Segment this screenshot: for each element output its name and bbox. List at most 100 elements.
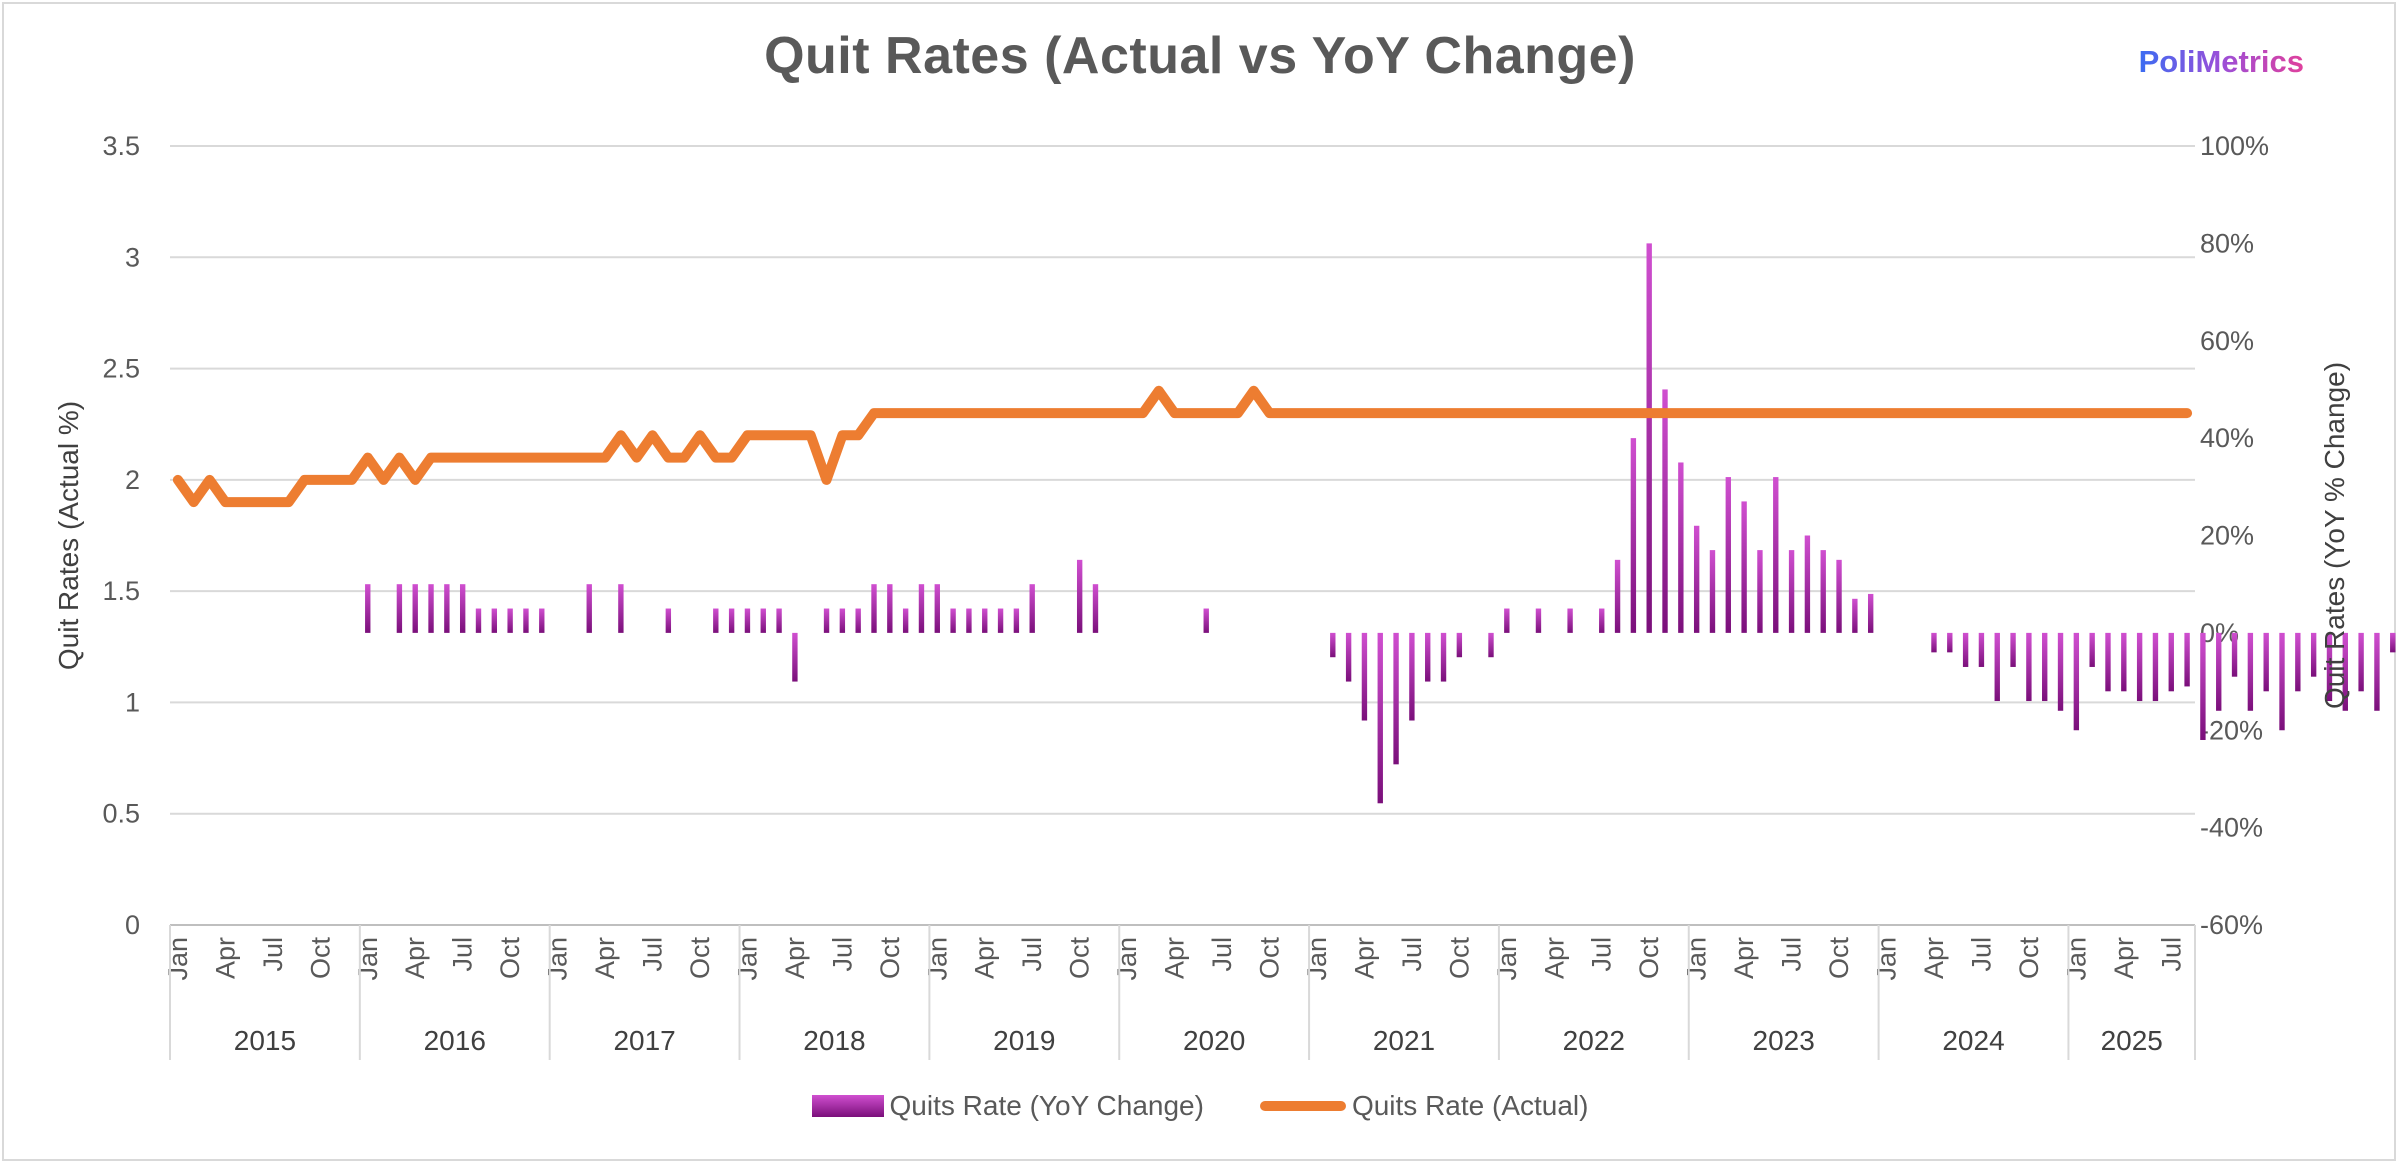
- x-month-label: Jul: [2156, 937, 2186, 972]
- x-month-label: Jan: [353, 937, 383, 981]
- y-right-tick-label: 80%: [2200, 228, 2254, 258]
- yoy-bar: [1013, 608, 1020, 633]
- yoy-bar: [1931, 632, 1937, 653]
- yoy-bar: [1836, 559, 1842, 633]
- x-year-label: 2019: [993, 1025, 1055, 1056]
- y-right-tick-label: 60%: [2200, 326, 2254, 356]
- yoy-bar: [1440, 632, 1447, 682]
- x-month-label: Jul: [1587, 937, 1617, 972]
- x-month-label: Apr: [970, 937, 1000, 979]
- yoy-bar: [1662, 389, 1668, 633]
- x-month-label: Oct: [875, 937, 905, 980]
- yoy-bar: [2390, 632, 2396, 653]
- yoy-bar: [1994, 632, 2000, 702]
- x-month-label: Apr: [1729, 937, 1759, 979]
- yoy-bar: [2121, 632, 2127, 692]
- x-year-label: 2023: [1753, 1025, 1815, 1056]
- x-month-label: Jan: [1872, 937, 1902, 981]
- yoy-bar: [1978, 632, 1985, 667]
- y-left-axis-title: Quit Rates (Actual %): [53, 401, 84, 670]
- x-month-label: Jan: [1302, 937, 1332, 981]
- yoy-bar: [744, 608, 751, 633]
- x-month-label: Jul: [1777, 937, 1807, 972]
- yoy-bar: [1773, 477, 1779, 633]
- yoy-bar: [2152, 632, 2159, 702]
- y-left-tick-label: 3.5: [102, 131, 140, 161]
- yoy-bar: [665, 608, 672, 633]
- x-month-label: Jan: [732, 937, 762, 981]
- yoy-bar: [823, 608, 830, 633]
- yoy-bar: [618, 584, 624, 633]
- yoy-bar: [2326, 632, 2333, 702]
- x-month-label: Apr: [210, 937, 240, 979]
- yoy-bar: [491, 608, 498, 633]
- yoy-bar: [2358, 632, 2364, 692]
- x-month-label: Jan: [1682, 937, 1712, 981]
- yoy-bar: [1409, 632, 1415, 721]
- brand-logo: PoliMetrics: [2138, 44, 2304, 79]
- x-year-label: 2017: [613, 1025, 675, 1056]
- yoy-bar: [1852, 598, 1858, 633]
- x-year-label: 2018: [803, 1025, 865, 1056]
- yoy-bar: [1741, 501, 1747, 633]
- yoy-bar: [365, 584, 371, 633]
- x-month-label: Jan: [2061, 937, 2091, 981]
- yoy-bar: [1693, 525, 1700, 633]
- yoy-bar: [1725, 477, 1731, 633]
- yoy-bar: [1820, 550, 1826, 633]
- yoy-bar: [713, 608, 719, 633]
- x-month-label: Jul: [827, 937, 857, 972]
- x-month-label: Apr: [1349, 937, 1379, 979]
- y-left-tick-label: 1: [125, 687, 140, 717]
- yoy-bar: [1377, 632, 1383, 804]
- y-right-tick-label: 20%: [2200, 521, 2254, 551]
- yoy-bar: [776, 608, 782, 633]
- yoy-bar: [2042, 632, 2048, 702]
- x-month-label: Apr: [1919, 937, 1949, 979]
- x-month-label: Jan: [543, 937, 573, 981]
- legend-item-yoy[interactable]: Quits Rate (YoY Change): [811, 1090, 1204, 1122]
- yoy-bar: [2263, 632, 2269, 692]
- y-right-axis-title: Quit Rates (YoY % Change): [2319, 362, 2350, 709]
- legend: Quits Rate (YoY Change) Quits Rate (Actu…: [0, 1090, 2400, 1122]
- x-month-label: Jul: [638, 937, 668, 972]
- x-year-label: 2016: [424, 1025, 486, 1056]
- x-month-label: Jan: [1112, 937, 1142, 981]
- x-month-label: Jul: [1966, 937, 1996, 972]
- x-month-label: Jul: [1397, 937, 1427, 972]
- yoy-bar: [1947, 632, 1953, 653]
- yoy-bar: [871, 584, 877, 633]
- yoy-bar: [1425, 632, 1431, 682]
- yoy-bar: [982, 608, 988, 633]
- y-left-tick-label: 1.5: [102, 576, 140, 606]
- legend-item-actual[interactable]: Quits Rate (Actual): [1259, 1090, 1588, 1122]
- yoy-bar: [2374, 632, 2380, 711]
- x-month-label: Oct: [1824, 937, 1854, 980]
- yoy-bar: [1345, 632, 1352, 682]
- yoy-bar: [1567, 608, 1573, 633]
- yoy-bar: [396, 584, 403, 633]
- yoy-bar: [1614, 559, 1621, 633]
- yoy-bar: [839, 608, 846, 633]
- yoy-bar: [2342, 632, 2348, 711]
- x-month-label: Oct: [2014, 937, 2044, 980]
- yoy-bar: [1788, 550, 1795, 633]
- x-month-label: Jan: [922, 937, 952, 981]
- legend-line-swatch: [1259, 1101, 1346, 1111]
- yoy-bar: [1867, 593, 1874, 633]
- yoy-bar: [428, 584, 434, 633]
- yoy-bar: [792, 632, 798, 682]
- yoy-bar: [2010, 632, 2016, 667]
- x-year-label: 2025: [2101, 1025, 2163, 1056]
- yoy-bar: [2216, 632, 2222, 711]
- x-year-label: 2015: [234, 1025, 296, 1056]
- x-month-label: Jul: [1017, 937, 1047, 972]
- yoy-bar: [887, 584, 893, 633]
- x-month-label: Oct: [1634, 937, 1664, 980]
- yoy-bar: [586, 584, 592, 633]
- yoy-bar: [2231, 632, 2238, 677]
- yoy-bar: [2295, 632, 2301, 692]
- yoy-bar: [1962, 632, 1969, 667]
